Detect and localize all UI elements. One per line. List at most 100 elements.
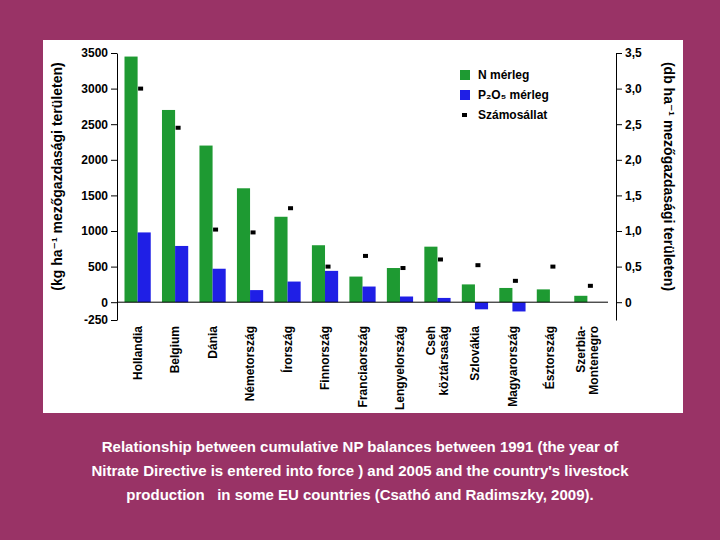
tick-label: 2,0 — [625, 153, 642, 167]
tick: 1,0 — [616, 224, 642, 238]
tick: 3,0 — [616, 82, 642, 96]
y2-axis-title: (db ha⁻¹ mezőgazdasági területen) — [661, 62, 677, 291]
bar — [199, 146, 212, 303]
bar — [213, 269, 226, 302]
tick: Szlovákia — [468, 326, 482, 381]
axis-line — [616, 54, 617, 321]
tick: Szerbia-Montenegro — [574, 326, 601, 395]
tick: 1,5 — [616, 189, 642, 203]
y2-axis: 0 0,5 1,0 1,5 2,0 2,5 3,0 3,5 — [616, 46, 642, 320]
chart-svg: -250 0 500 1000 1500 2000 2500 3000 3500 0 0,5 1,0 1… — [0, 0, 720, 540]
caption: production in some EU countries (Csathó … — [126, 486, 593, 503]
category-label: Észtország — [542, 326, 557, 389]
bar — [512, 302, 525, 311]
tick: 3000 — [81, 82, 117, 96]
category-label: Hollandia — [131, 326, 145, 380]
tick-mark — [111, 320, 117, 321]
tick-label: 1000 — [81, 224, 108, 238]
tick-mark — [616, 302, 622, 303]
tick-label: 1,0 — [625, 224, 642, 238]
tick-label: 0 — [625, 296, 632, 310]
tick-mark — [111, 124, 117, 125]
tick: 3500 — [81, 46, 117, 60]
bar — [162, 110, 175, 302]
tick-mark — [111, 302, 117, 303]
tick: 2500 — [81, 118, 117, 132]
tick: 2000 — [81, 153, 117, 167]
tick: Írország — [280, 326, 295, 373]
tick-label: 1,5 — [625, 189, 642, 203]
marker — [438, 257, 443, 261]
marker — [588, 284, 593, 288]
tick-mark — [616, 53, 622, 54]
tick-mark — [111, 267, 117, 268]
bar — [363, 287, 376, 303]
bar — [387, 268, 400, 302]
category-label: Dánia — [206, 326, 220, 359]
tick-label: 2500 — [81, 118, 108, 132]
tick-label: 2000 — [81, 153, 108, 167]
tick: 1500 — [81, 189, 117, 203]
marker — [213, 228, 218, 232]
marker — [176, 126, 181, 130]
legend: N mérlegP₂O₅ mérlegSzámosállat — [452, 63, 602, 129]
tick: Magyarország — [506, 326, 520, 407]
tick: 500 — [88, 260, 117, 274]
tick-mark — [616, 267, 622, 268]
tick-label: 2,5 — [625, 118, 642, 132]
tick-label: -250 — [84, 313, 108, 327]
tick: 2,0 — [616, 153, 642, 167]
marker — [400, 266, 405, 270]
bar — [138, 232, 151, 302]
marker — [513, 279, 518, 283]
tick-label: 3000 — [81, 82, 108, 96]
bar — [124, 57, 137, 303]
tick: 1000 — [81, 224, 117, 238]
tick-label: 3,0 — [625, 82, 642, 96]
category-label: Csehköztársaság — [424, 326, 451, 395]
axis-line — [117, 54, 118, 321]
legend-swatch — [460, 90, 470, 100]
bar — [237, 188, 250, 302]
tick: Lengyelország — [393, 326, 407, 410]
tick: 0,5 — [616, 260, 642, 274]
bar — [175, 246, 188, 302]
category-label: Szerbia-Montenegro — [574, 326, 601, 395]
bar — [424, 247, 437, 303]
tick: Észtország — [542, 326, 557, 389]
marker — [288, 206, 293, 210]
y-axis: -250 0 500 1000 1500 2000 2500 3000 3500 — [81, 46, 117, 327]
tick-label: 3500 — [81, 46, 108, 60]
bar — [462, 284, 475, 302]
tick-label: 0 — [101, 296, 108, 310]
tick-mark — [111, 89, 117, 90]
tick: Franciaország — [356, 326, 370, 407]
category-label: Szlovákia — [468, 326, 482, 381]
marker — [363, 254, 368, 258]
caption: Relationship between cumulative NP balan… — [102, 438, 620, 455]
category-label: Finnország — [318, 326, 332, 390]
tick-mark — [616, 89, 622, 90]
category-label: Belgium — [168, 326, 182, 373]
bar — [499, 288, 512, 302]
tick: 3,5 — [616, 46, 642, 60]
tick: 0 — [101, 296, 117, 310]
marker — [326, 265, 331, 269]
bar — [349, 277, 362, 303]
tick: Hollandia — [131, 326, 145, 380]
bar — [312, 245, 325, 302]
tick-mark — [111, 53, 117, 54]
tick-label: 500 — [88, 260, 108, 274]
marker — [251, 230, 256, 234]
tick-label: 3,5 — [625, 46, 642, 60]
tick: 2,5 — [616, 118, 642, 132]
tick-mark — [111, 160, 117, 161]
tick-mark — [111, 231, 117, 232]
bar — [288, 282, 301, 303]
marker — [475, 263, 480, 267]
tick: 0 — [616, 296, 632, 310]
marker — [138, 87, 143, 91]
bar — [325, 271, 338, 302]
legend-swatch — [462, 113, 467, 117]
plot-area — [124, 57, 592, 312]
